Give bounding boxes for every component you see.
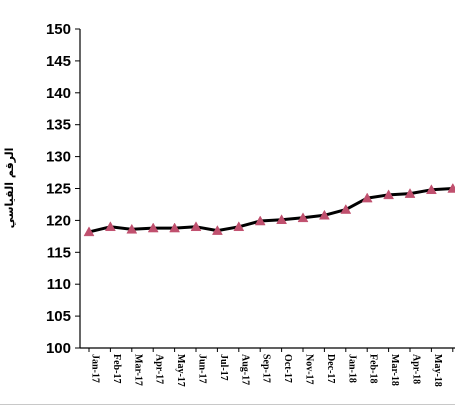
data-point-marker [233,221,245,232]
x-tick-label: Oct-17 [282,354,293,383]
data-point-marker [83,226,95,237]
y-tick-label: 100 [46,340,71,357]
axes [79,29,455,349]
y-tick-label: 130 [46,149,71,166]
y-tick-label: 115 [47,244,71,261]
x-tick-label: Mar-18 [389,354,400,386]
x-tick-label: Feb-18 [368,354,379,383]
x-tick-label: Apr-17 [154,354,165,384]
y-tick-label: 120 [46,212,71,229]
y-axis-tick-marks [75,28,80,349]
data-point-marker [361,192,373,203]
x-tick-label: Dec-17 [325,354,336,383]
data-point-marker [404,188,416,198]
x-tick-label: Apr-18 [411,354,422,384]
y-tick-label: 110 [47,276,71,293]
data-point-marker [318,209,330,220]
x-tick-label: Jul-17 [218,354,229,381]
x-tick-label: Jun-17 [197,354,208,383]
y-tick-label: 125 [46,181,71,198]
data-point-marker [340,204,352,214]
y-tick-label: 145 [46,53,71,70]
bottom-divider [0,404,455,405]
x-tick-label: May-17 [175,354,186,387]
series-line [87,187,455,234]
x-tick-label: Nov-17 [304,354,315,385]
data-point-marker [147,222,159,233]
data-point-marker [254,215,266,226]
x-tick-label: Jan-17 [90,354,101,383]
x-tick-label: Jan-18 [346,354,357,383]
y-tick-label: 105 [46,308,71,325]
series-group [83,182,455,237]
data-point-marker [276,214,288,225]
data-point-marker [190,221,202,232]
data-point-marker [447,182,455,193]
x-axis-tick-marks [88,348,454,352]
data-point-marker [425,184,437,195]
data-point-marker [169,222,181,233]
x-axis-tick-labels: Jan-17 Feb-17 Mar-17 Apr-17 May-17 Jun-17 Jul-… [90,354,455,387]
y-axis-label: الرقم القياسي [3,148,16,229]
y-tick-label: 135 [46,117,71,134]
y-tick-label: 150 [46,21,71,38]
data-point-marker [383,189,395,200]
data-point-marker [211,225,223,235]
data-point-marker [126,223,138,234]
data-point-marker [297,212,309,223]
y-axis-tick-labels: 100 105 110 115 120 125 130 135 140 145 150 [46,21,71,357]
x-tick-label: Jun-18 [453,354,455,383]
y-tick-label: 140 [46,85,71,102]
x-tick-label: Aug-17 [239,354,250,385]
data-point-marker [104,221,116,232]
x-tick-label: Feb-17 [111,354,122,383]
x-tick-label: May-18 [432,354,443,387]
x-tick-label: Sep-17 [261,354,272,383]
x-tick-label: Mar-17 [132,354,143,386]
